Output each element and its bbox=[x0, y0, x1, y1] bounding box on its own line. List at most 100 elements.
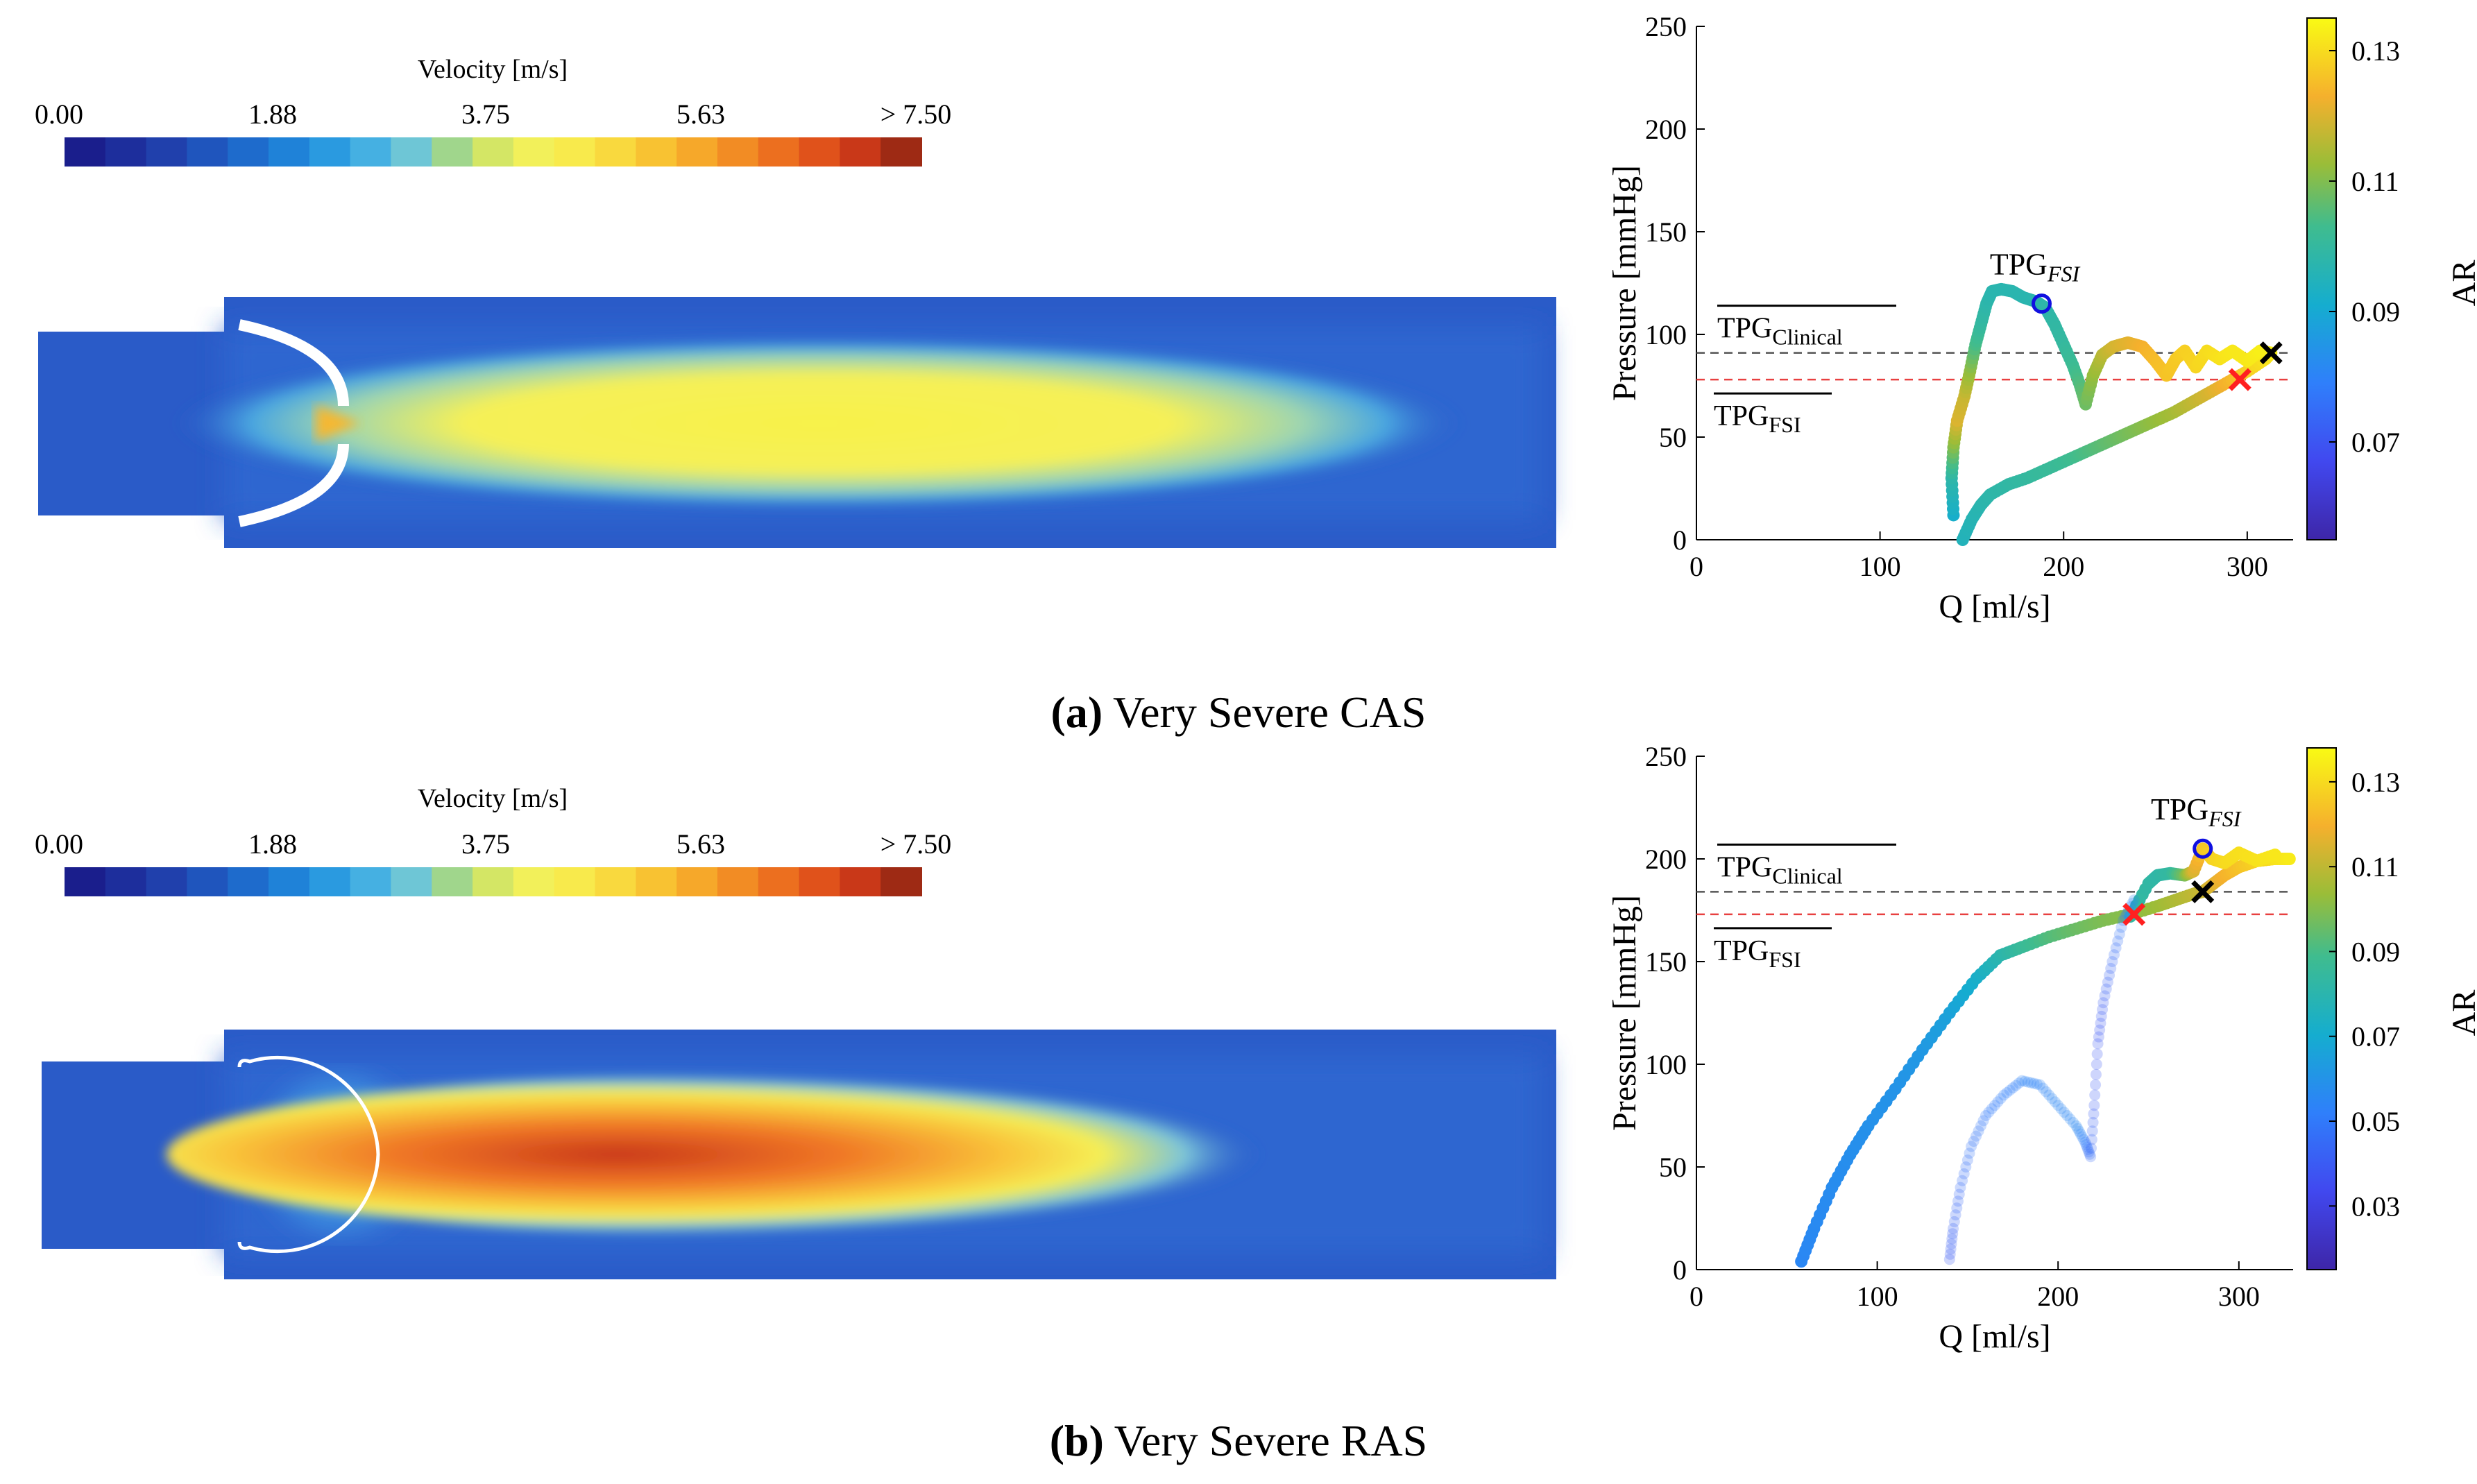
velocity-swatch bbox=[105, 867, 147, 896]
velocity-tick: > 7.50 bbox=[880, 99, 952, 130]
pressure-flow-chart-a: 0 50 100 150 200 250 0 100 200 300 Q [ml/s] Pressur… bbox=[1606, 11, 2477, 625]
velocity-tick: 5.63 bbox=[676, 99, 725, 130]
flow-field-cas bbox=[38, 297, 1556, 548]
black-x-marker bbox=[2191, 880, 2215, 903]
data-point bbox=[2091, 1059, 2102, 1070]
data-point bbox=[1975, 1120, 1987, 1132]
data-point bbox=[2086, 1134, 2097, 1145]
data-point bbox=[2067, 1116, 2079, 1128]
data-point bbox=[2099, 990, 2111, 1002]
data-point bbox=[2112, 935, 2124, 947]
velocity-color-swatches bbox=[65, 867, 922, 896]
velocity-tick: 0.00 bbox=[35, 99, 83, 130]
tpg-fsi-point-marker bbox=[2193, 838, 2213, 859]
velocity-swatch bbox=[187, 867, 229, 896]
data-point bbox=[2127, 898, 2138, 910]
velocity-jet bbox=[167, 1071, 1457, 1238]
data-point bbox=[2001, 1086, 2013, 1098]
velocity-swatch bbox=[554, 137, 596, 167]
data-point bbox=[2128, 894, 2140, 906]
data-point bbox=[1980, 1110, 1991, 1121]
y-tick-label: 200 bbox=[1645, 844, 1687, 875]
data-point bbox=[2073, 1125, 2085, 1137]
valve-leaflet-lower bbox=[238, 443, 349, 527]
y-tick-label: 250 bbox=[1645, 11, 1687, 42]
caption-text: Very Severe RAS bbox=[1114, 1416, 1428, 1465]
velocity-colorbar-title: Velocity [m/s] bbox=[418, 784, 568, 813]
velocity-color-swatches bbox=[65, 137, 922, 167]
velocity-swatch bbox=[758, 137, 800, 167]
y-tick-label: 0 bbox=[1673, 524, 1687, 556]
caption-a: (a) Very Severe CAS bbox=[0, 687, 2477, 738]
data-point bbox=[1995, 1093, 2007, 1105]
data-point bbox=[2040, 1086, 2052, 1098]
velocity-swatch bbox=[269, 137, 310, 167]
velocity-swatch bbox=[595, 137, 637, 167]
data-point bbox=[2088, 1108, 2100, 1120]
data-point bbox=[2110, 942, 2122, 954]
velocity-tick: 0.00 bbox=[35, 828, 83, 860]
data-point bbox=[2028, 1077, 2040, 1089]
x-tick-label: 0 bbox=[1689, 1281, 1703, 1312]
data-point bbox=[2031, 1078, 2043, 1090]
velocity-jet bbox=[173, 336, 1464, 510]
data-point bbox=[2085, 1142, 2097, 1154]
velocity-swatch bbox=[473, 867, 514, 896]
data-point bbox=[2080, 1138, 2092, 1150]
velocity-swatch bbox=[187, 137, 229, 167]
data-point bbox=[2070, 1120, 2082, 1132]
data-point bbox=[2091, 1048, 2103, 1060]
velocity-swatch bbox=[350, 867, 392, 896]
data-point bbox=[2083, 1146, 2095, 1158]
x-tick-label: 300 bbox=[2227, 551, 2268, 582]
data-point bbox=[1950, 1209, 1961, 1221]
data-point bbox=[2013, 1077, 2025, 1089]
velocity-swatch bbox=[513, 867, 555, 896]
velocity-swatch bbox=[840, 137, 882, 167]
velocity-swatch bbox=[146, 137, 188, 167]
ar-tick-label: 0.13 bbox=[2351, 35, 2400, 67]
data-point bbox=[2084, 1148, 2095, 1160]
data-point bbox=[2055, 1103, 2067, 1115]
velocity-swatch bbox=[146, 867, 188, 896]
data-point bbox=[2113, 928, 2125, 940]
data-point bbox=[2061, 1110, 2073, 1121]
tpg-fsi-point-marker bbox=[2031, 293, 2052, 314]
data-point bbox=[1953, 1188, 1965, 1200]
data-point bbox=[1968, 1136, 1980, 1147]
data-point bbox=[2010, 1080, 2022, 1091]
velocity-swatch bbox=[554, 867, 596, 896]
caption-letter: (b) bbox=[1049, 1416, 1104, 1465]
data-point bbox=[1966, 1141, 1977, 1152]
data-point bbox=[2090, 1068, 2102, 1080]
velocity-swatch bbox=[432, 137, 474, 167]
y-axis-label: Pressure [mmHg] bbox=[1606, 895, 1643, 1131]
data-point bbox=[1977, 1115, 1989, 1127]
red-x-marker bbox=[2122, 903, 2146, 926]
y-tick-label: 50 bbox=[1659, 422, 1687, 453]
velocity-swatch bbox=[717, 867, 759, 896]
x-tick-label: 0 bbox=[1689, 551, 1703, 582]
data-point bbox=[1973, 1125, 1984, 1137]
ar-colorbar bbox=[2306, 17, 2337, 540]
ar-colorbar bbox=[2306, 747, 2337, 1270]
ar-tick-label: 0.13 bbox=[2351, 767, 2400, 798]
data-point bbox=[1946, 1238, 1957, 1250]
ar-tick-label: 0.05 bbox=[2351, 1106, 2400, 1137]
data-point bbox=[2007, 1082, 2019, 1094]
data-point bbox=[2081, 1141, 2093, 1153]
data-point bbox=[2283, 853, 2296, 865]
data-point bbox=[2004, 1084, 2016, 1096]
data-point bbox=[1964, 1148, 1975, 1159]
x-tick-label: 100 bbox=[1857, 1281, 1898, 1312]
y-tick-label: 0 bbox=[1673, 1254, 1687, 1286]
velocity-swatch bbox=[105, 137, 147, 167]
data-point bbox=[2106, 956, 2118, 967]
data-point bbox=[2079, 1136, 2091, 1148]
velocity-swatch bbox=[65, 867, 106, 896]
tpg-clinical-label: TPGClinical bbox=[1717, 851, 1843, 888]
velocity-swatch bbox=[65, 137, 106, 167]
ar-colorbar-label: AR bbox=[2446, 260, 2477, 307]
velocity-colorbar-title: Velocity [m/s] bbox=[418, 55, 568, 84]
data-point bbox=[2097, 997, 2109, 1009]
